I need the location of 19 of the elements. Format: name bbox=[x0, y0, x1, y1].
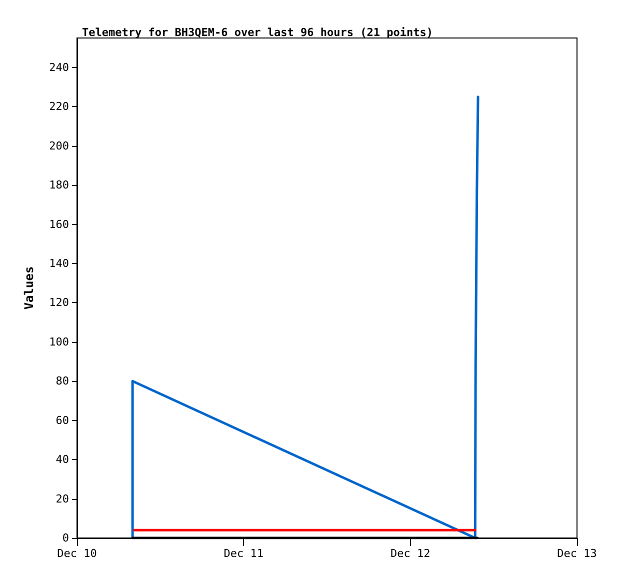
x-tick-label: Dec 10 bbox=[57, 547, 97, 560]
y-axis-title: Values bbox=[22, 266, 36, 310]
x-tick-label: Dec 12 bbox=[390, 547, 430, 560]
y-tick-label: 80 bbox=[56, 374, 69, 388]
y-tick-label: 0 bbox=[62, 532, 69, 544]
y-tick-label: 100 bbox=[49, 335, 69, 348]
y-tick-label: 240 bbox=[49, 60, 69, 74]
y-tick-label: 160 bbox=[49, 218, 69, 231]
y-tick-label: 60 bbox=[56, 414, 69, 427]
x-tick-label: Dec 11 bbox=[224, 547, 264, 560]
y-tick-label: 40 bbox=[56, 453, 69, 466]
y-tick-label: 200 bbox=[49, 139, 69, 152]
y-tick-label: 220 bbox=[49, 100, 69, 114]
y-tick-label: 140 bbox=[49, 256, 69, 270]
chart-title: Telemetry for BH3QEM-6 over last 96 hours (21 points) bbox=[82, 26, 433, 39]
x-tick-label: Dec 13 bbox=[557, 547, 597, 560]
y-tick-label: 180 bbox=[49, 178, 69, 192]
y-tick-label: 120 bbox=[49, 296, 69, 310]
y-tick-label: 20 bbox=[56, 492, 69, 506]
